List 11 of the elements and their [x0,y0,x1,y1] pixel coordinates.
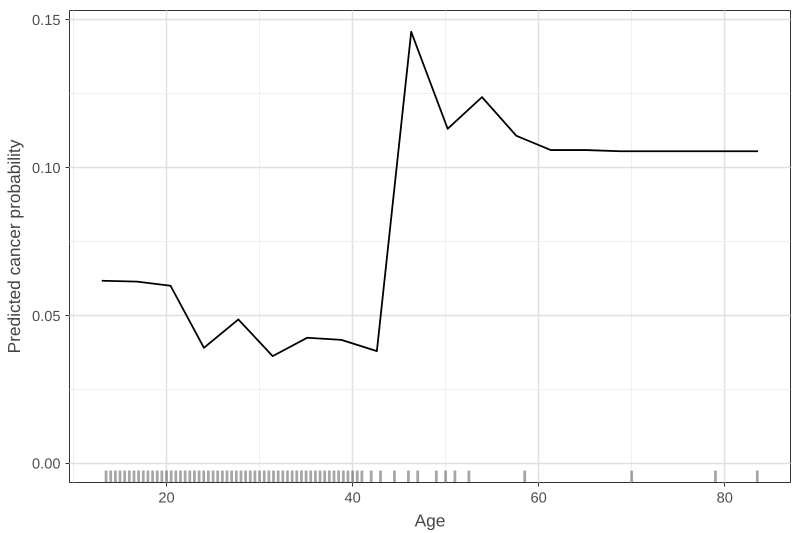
y-tick-label: 0.05 [32,308,61,325]
x-tick-label: 20 [158,490,175,506]
x-tick-label: 60 [530,490,547,506]
y-axis-title: Predicted cancer probability [4,139,24,354]
y-tick-label: 0.15 [32,13,61,30]
x-tick-label: 80 [716,490,733,506]
y-tick-label: 0.00 [32,456,61,473]
line-series [100,30,760,358]
x-tick-label: 40 [344,490,361,506]
x-axis-title: Age [414,510,446,530]
y-tick-label: 0.10 [32,160,61,177]
